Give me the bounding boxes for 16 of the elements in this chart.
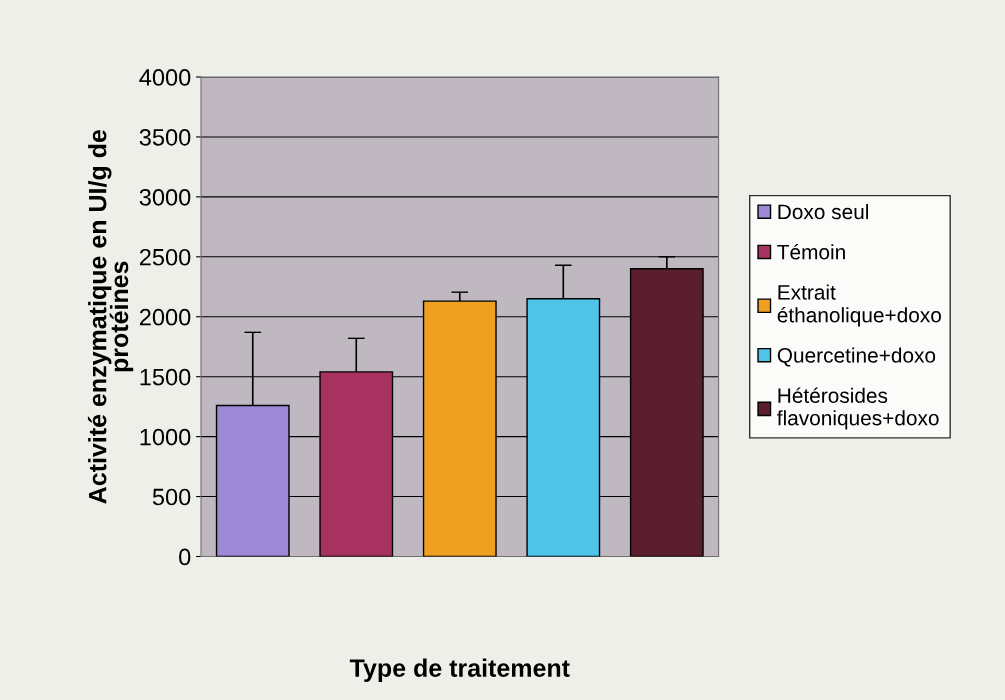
y-tick-label: 500	[152, 488, 191, 506]
legend-label: Hétérosides flavoniques+doxo	[777, 387, 939, 430]
y-tick-label: 2000	[139, 308, 191, 326]
y-tick-label: 3000	[139, 188, 191, 206]
legend-label: Doxo seul	[778, 203, 869, 220]
legend-label: Extrait éthanolique+doxo	[777, 284, 941, 327]
y-tick-label: 3500	[139, 129, 191, 146]
y-tick-label: 4000	[139, 69, 191, 86]
y-tick-label: 0	[179, 548, 191, 566]
y-tick-label: 1000	[140, 428, 191, 446]
y-tick-label: 1500	[140, 368, 191, 386]
legend-label: Témoin	[777, 243, 845, 260]
x-axis-title: Type de traitement	[349, 658, 570, 682]
legend-label: Quercetine+doxo	[777, 347, 936, 367]
y-axis-title: Activité enzymatique en UI/g de protéines	[87, 130, 134, 504]
y-tick-label: 2500	[139, 248, 191, 266]
